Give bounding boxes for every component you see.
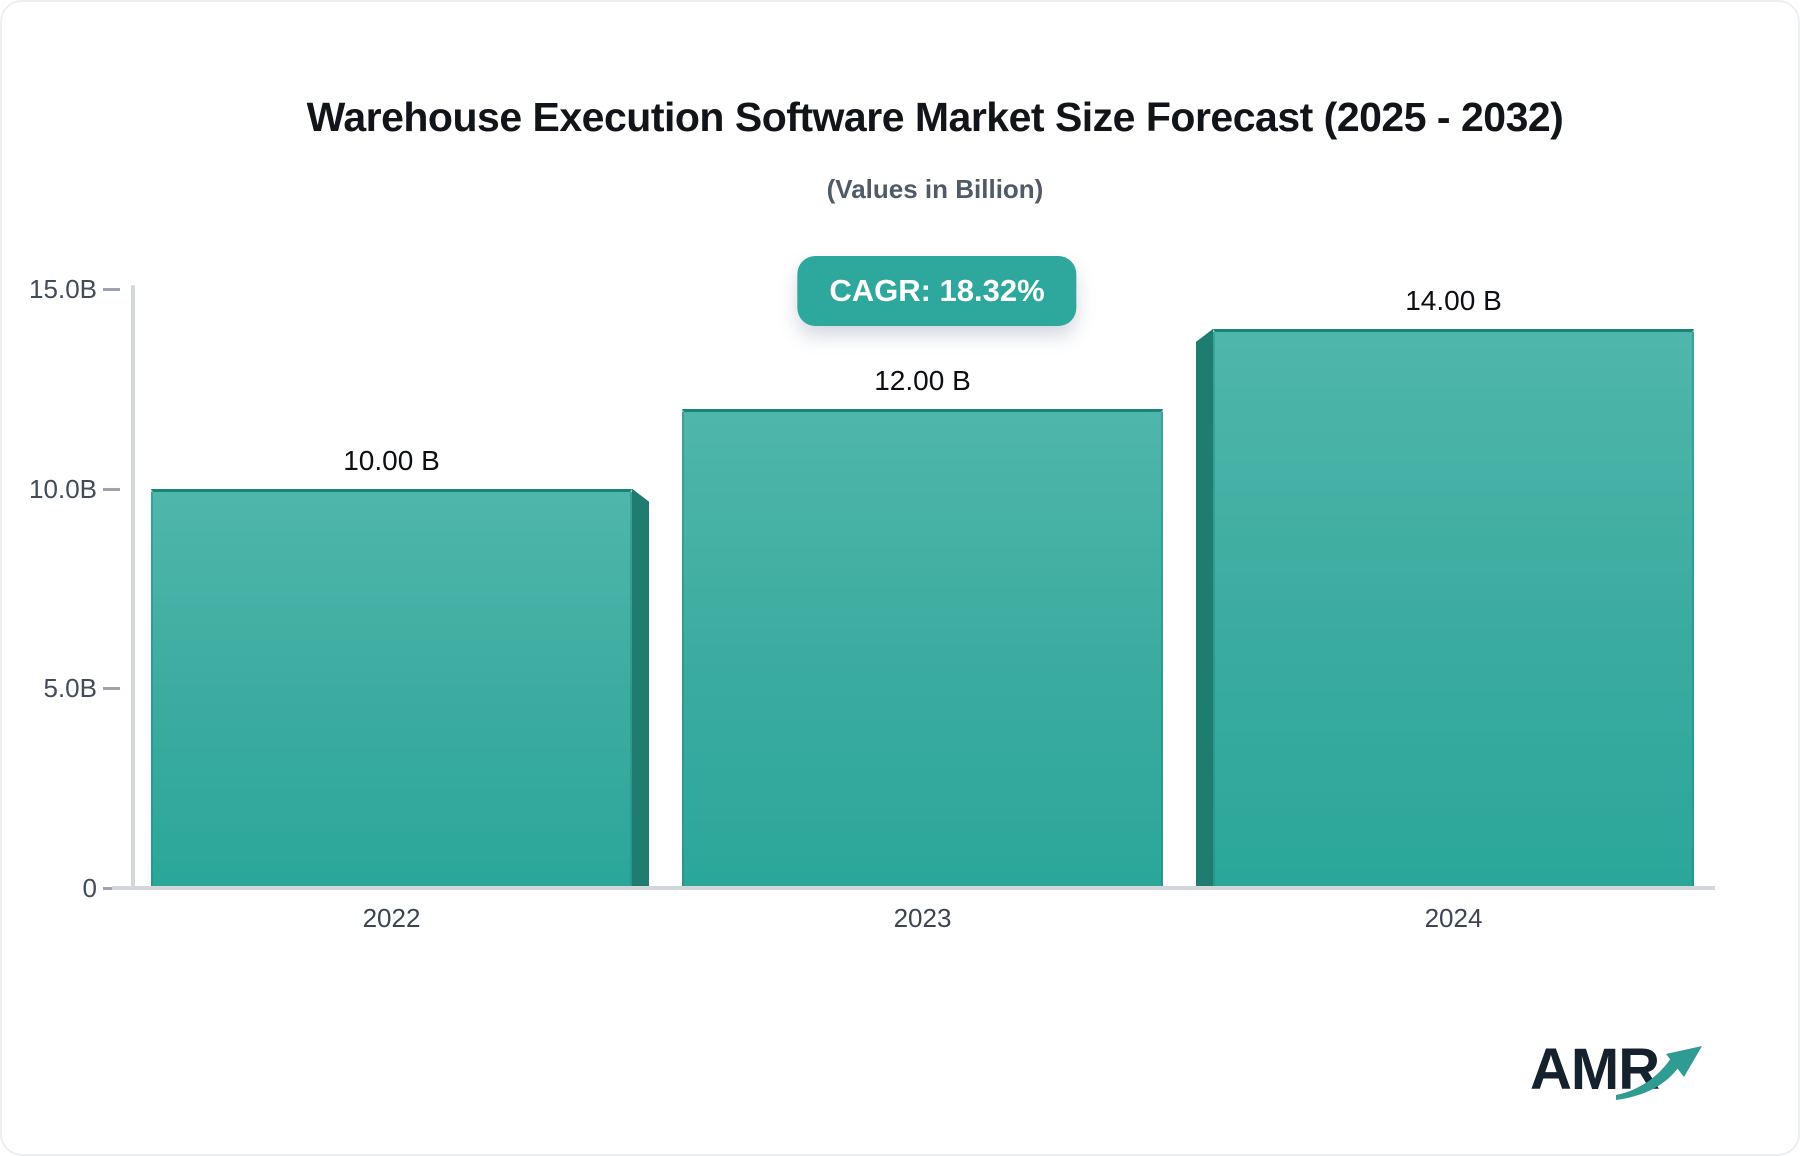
amr-logo: AMR [1530,1036,1730,1116]
y-tick-mark [103,887,120,890]
x-axis-label: 2024 [1424,903,1483,933]
y-tick-mark [103,687,120,691]
y-axis-line [131,285,135,888]
x-axis-label: 2022 [362,903,421,933]
bar-3d-side [1196,328,1213,888]
x-axis-label: 2023 [893,903,952,933]
bar-value-label: 10.00 B [343,444,440,476]
bar-value-label: 14.00 B [1405,284,1502,316]
y-tick-mark [103,487,120,491]
chart-subtitle-text: (Values in Billion) [826,174,1044,204]
x-axis-baseline [112,886,1715,890]
y-tick-label: 15.0B [29,274,97,304]
bar-2023 [682,408,1163,888]
cagr-badge: CAGR: 18.32% [797,256,1077,326]
page-title-text: Warehouse Execution Software Market Size… [306,94,1564,140]
y-tick-label: 10.0B [29,473,97,504]
chart-subtitle: (Values in Billion) [2,174,1798,205]
y-tick-mark [103,288,120,291]
y-tick-label: 0 [82,873,97,903]
bar-2022 [151,488,632,888]
y-tick-label: 5.0B [43,673,98,704]
page-title: Warehouse Execution Software Market Size… [2,94,1798,141]
growth-arrow-icon [1614,1044,1718,1111]
bar-3d-side [632,488,649,888]
bar-value-label: 12.00 B [874,364,971,396]
bar-2024 [1213,328,1694,888]
